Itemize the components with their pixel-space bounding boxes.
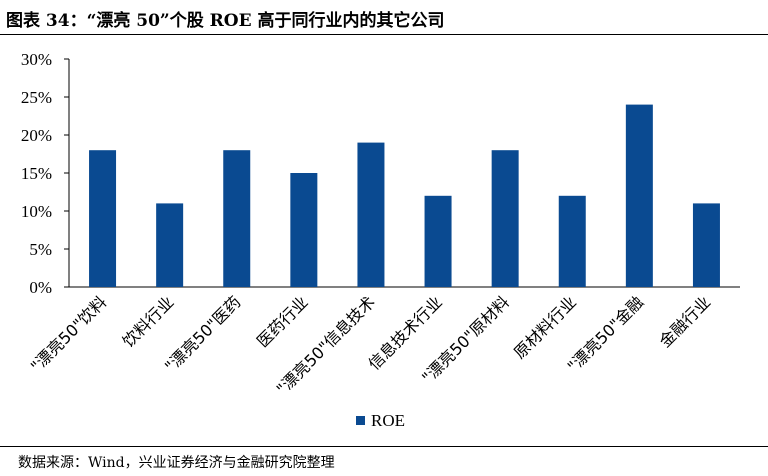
bar-8 <box>558 195 586 287</box>
y-tick-label: 25% <box>21 88 52 107</box>
bar-10 <box>692 203 720 287</box>
x-category-label: 原材料行业 <box>510 292 580 362</box>
legend-swatch <box>356 416 365 425</box>
y-tick-label: 5% <box>29 240 52 259</box>
source-divider <box>0 446 768 447</box>
bar-4 <box>290 173 318 287</box>
title-divider <box>0 34 768 35</box>
x-category-label: 医药行业 <box>253 292 312 351</box>
source-note: 数据来源：Wind，兴业证券经济与金融研究院整理 <box>18 455 335 471</box>
bar-9 <box>625 104 653 287</box>
y-tick-label: 15% <box>21 164 52 183</box>
y-tick-label: 0% <box>29 278 52 297</box>
x-category-label: 金融行业 <box>656 292 715 351</box>
x-category-label: "漂亮50"饮料 <box>27 292 111 376</box>
bar-2 <box>156 203 184 287</box>
bar-5 <box>357 142 385 287</box>
bar-1 <box>89 150 117 287</box>
y-tick-label: 20% <box>21 126 52 145</box>
y-tick-label: 30% <box>21 50 52 69</box>
x-category-label: 饮料行业 <box>119 292 178 351</box>
y-tick-label: 10% <box>21 202 52 221</box>
bar-3 <box>223 150 251 287</box>
bar-6 <box>424 195 452 287</box>
figure-title: 图表 34：“漂亮 50”个股 ROE 高于同行业内的其它公司 <box>6 11 445 31</box>
bar-7 <box>491 150 519 287</box>
legend-label: ROE <box>371 411 405 430</box>
